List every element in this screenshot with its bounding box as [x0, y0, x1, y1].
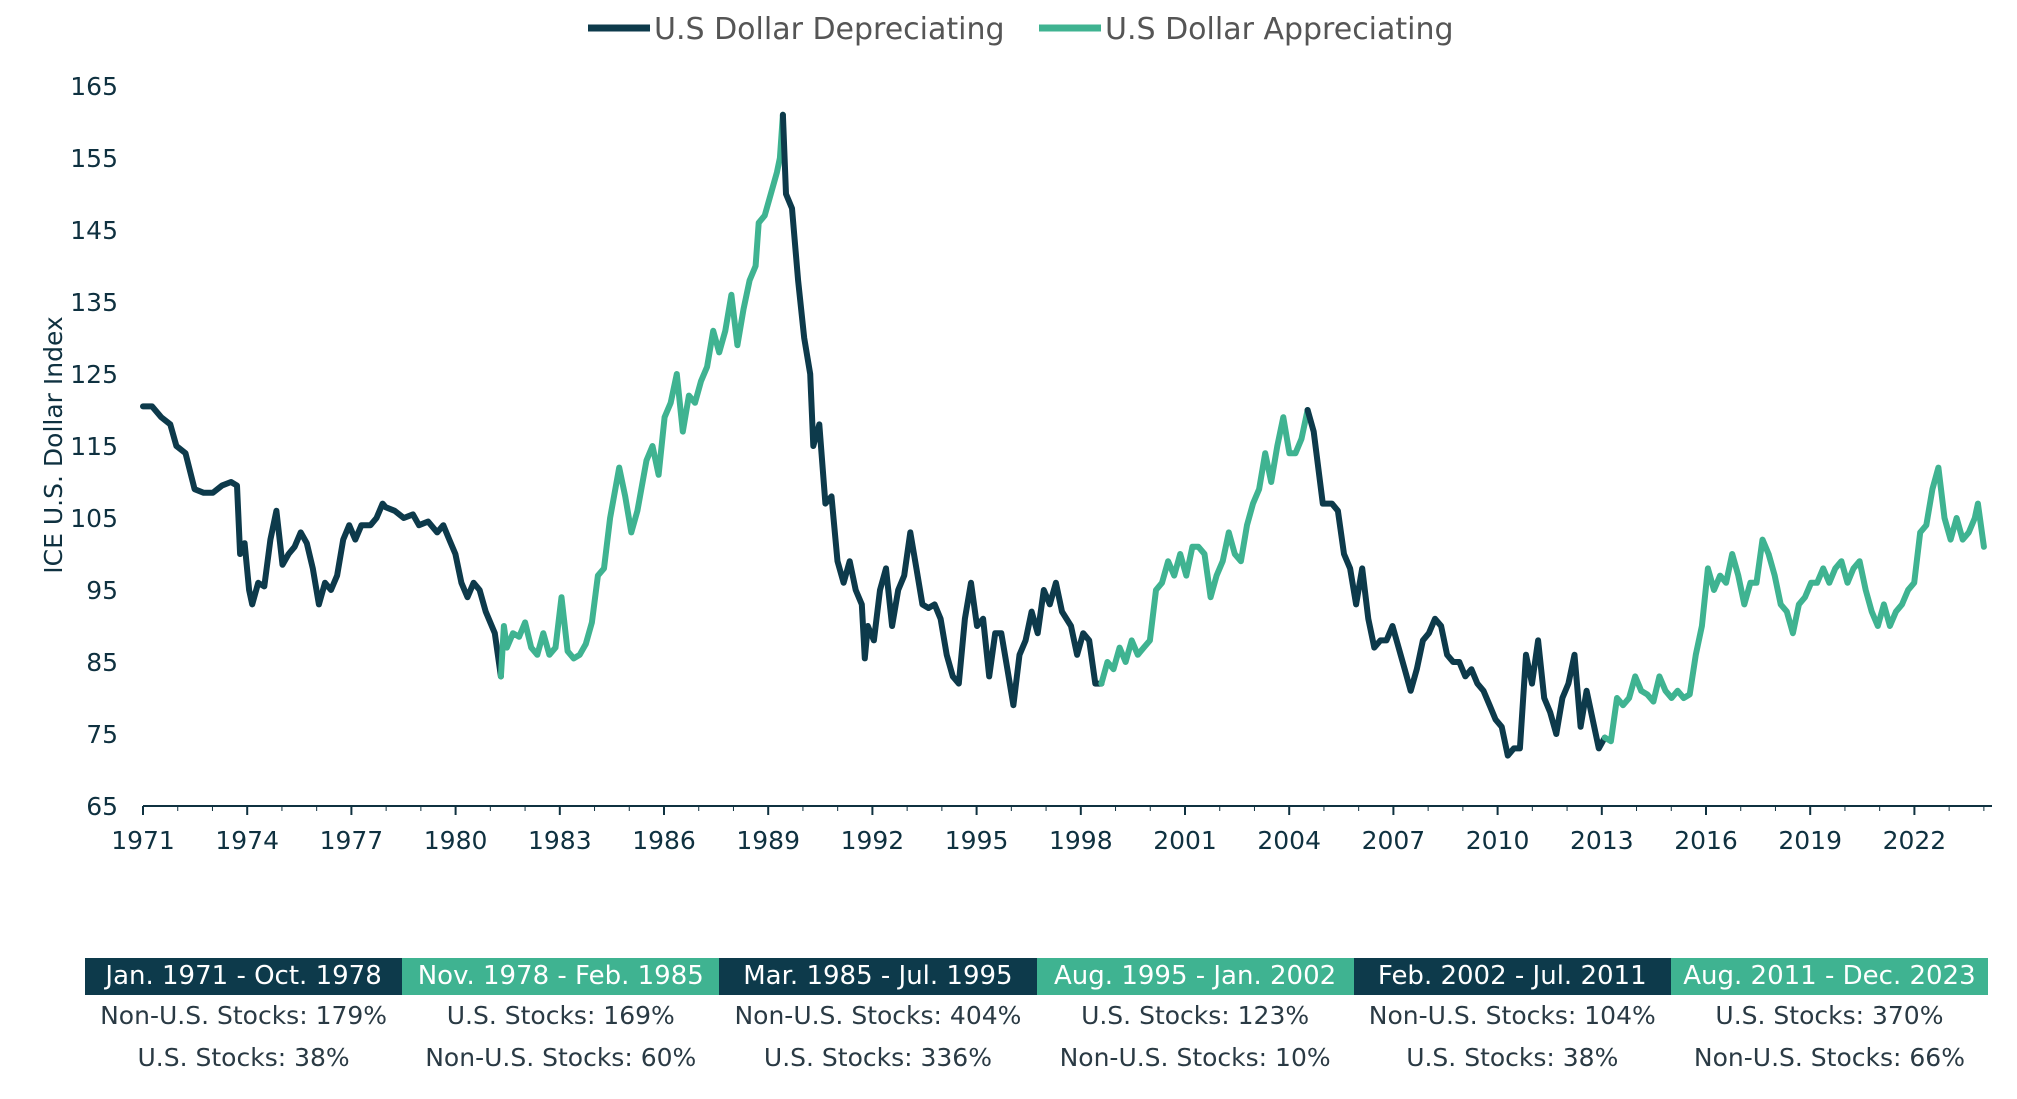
y-tick-label: 155	[70, 144, 118, 173]
period-return-secondary: Non-U.S. Stocks: 66%	[1693, 1043, 1965, 1072]
x-tick-label: 2016	[1674, 826, 1738, 855]
y-axis-ticks: 65 75 85 95 105 115 125 135 145 155 165	[70, 72, 118, 821]
x-tick-label: 1989	[736, 826, 800, 855]
x-tick-label: 2001	[1153, 826, 1217, 855]
period-return-secondary: U.S. Stocks: 336%	[763, 1043, 992, 1072]
period-column: Jan. 1971 - Oct. 1978 Non-U.S. Stocks: 17…	[85, 958, 403, 1079]
x-tick-label: 2013	[1570, 826, 1634, 855]
x-axis: 1971 1974 1977 1980 1983 1986 1989 1992 1995 1998…	[111, 805, 1992, 855]
period-return-primary: U.S. Stocks: 370%	[1715, 1001, 1944, 1030]
dollar-index-chart: U.S Dollar Depreciating U.S Dollar Appre…	[39, 12, 1992, 855]
y-tick-label: 125	[70, 360, 118, 389]
chart-legend: U.S Dollar Depreciating U.S Dollar Appre…	[588, 12, 1454, 47]
series-line-depreciating	[140, 403, 504, 680]
series-line-appreciating	[497, 111, 786, 680]
period-return-primary: Non-U.S. Stocks: 179%	[100, 1001, 388, 1030]
y-tick-label: 65	[86, 792, 118, 821]
x-tick-label: 2019	[1778, 826, 1842, 855]
chart-series	[140, 111, 1987, 759]
period-range-header: Feb. 2002 - Jul. 2011	[1353, 958, 1671, 995]
series-line-appreciating	[1098, 407, 1311, 687]
x-tick-label: 2007	[1362, 826, 1426, 855]
period-column: Mar. 1985 - Jul. 1995 Non-U.S. Stocks: 40…	[719, 958, 1037, 1079]
period-column: Aug. 1995 - Jan. 2002 U.S. Stocks: 123% No…	[1036, 958, 1354, 1079]
x-tick-label: 2004	[1257, 826, 1321, 855]
period-column: Nov. 1978 - Feb. 1985 U.S. Stocks: 169% No…	[402, 958, 720, 1079]
period-column: Feb. 2002 - Jul. 2011 Non-U.S. Stocks: 10…	[1353, 958, 1671, 1079]
y-tick-label: 105	[70, 504, 118, 533]
period-range-header: Jan. 1971 - Oct. 1978	[85, 958, 403, 995]
x-tick-label: 1986	[632, 826, 696, 855]
period-return-primary: U.S. Stocks: 169%	[446, 1001, 675, 1030]
x-tick-label: 1995	[945, 826, 1009, 855]
y-tick-label: 75	[86, 720, 118, 749]
y-tick-label: 95	[86, 576, 118, 605]
period-return-primary: U.S. Stocks: 123%	[1081, 1001, 1310, 1030]
x-tick-label: 1998	[1049, 826, 1113, 855]
x-tick-label: 1977	[320, 826, 384, 855]
series-line-appreciating	[1601, 464, 1987, 745]
period-summary-table: Jan. 1971 - Oct. 1978 Non-U.S. Stocks: 17…	[85, 958, 1989, 1079]
period-return-secondary: U.S. Stocks: 38%	[137, 1043, 350, 1072]
period-return-secondary: Non-U.S. Stocks: 60%	[425, 1043, 697, 1072]
x-tick-label: 1974	[215, 826, 279, 855]
y-tick-label: 85	[86, 648, 118, 677]
period-return-primary: Non-U.S. Stocks: 404%	[734, 1001, 1022, 1030]
period-return-primary: Non-U.S. Stocks: 104%	[1368, 1001, 1656, 1030]
period-range-header: Aug. 1995 - Jan. 2002	[1036, 958, 1354, 995]
period-column: Aug. 2011 - Dec. 2023 U.S. Stocks: 370% No…	[1670, 958, 1989, 1079]
period-range-header: Nov. 1978 - Feb. 1985	[402, 958, 720, 995]
x-tick-label: 1971	[111, 826, 175, 855]
y-tick-label: 135	[70, 288, 118, 317]
y-tick-label: 115	[70, 432, 118, 461]
y-axis-label: ICE U.S. Dollar Index	[39, 316, 68, 573]
period-range-header: Mar. 1985 - Jul. 1995	[719, 958, 1037, 995]
period-return-secondary: Non-U.S. Stocks: 10%	[1059, 1043, 1331, 1072]
y-tick-label: 165	[70, 72, 118, 101]
x-tick-label: 2010	[1466, 826, 1530, 855]
period-return-secondary: U.S. Stocks: 38%	[1406, 1043, 1619, 1072]
x-tick-label: 1980	[424, 826, 488, 855]
series-line-depreciating	[1304, 407, 1608, 759]
legend-depreciating-label: U.S Dollar Depreciating	[654, 12, 1005, 47]
legend-appreciating-label: U.S Dollar Appreciating	[1105, 12, 1454, 47]
period-range-header: Aug. 2011 - Dec. 2023	[1670, 958, 1989, 995]
y-tick-label: 145	[70, 216, 118, 245]
x-tick-label: 2022	[1883, 826, 1947, 855]
series-line-depreciating	[779, 111, 1105, 709]
x-tick-label: 1983	[528, 826, 592, 855]
x-tick-label: 1992	[841, 826, 905, 855]
